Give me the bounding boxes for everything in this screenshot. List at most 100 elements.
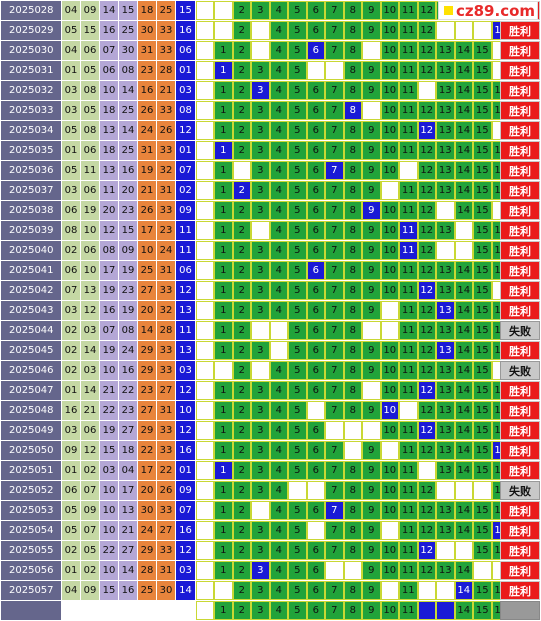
- trend-number-cell[interactable]: 11: [399, 61, 418, 80]
- trend-number-cell[interactable]: 2: [232, 461, 251, 480]
- trend-number-cell[interactable]: 5: [288, 41, 307, 60]
- trend-number-cell[interactable]: 7: [325, 81, 344, 100]
- trend-number-cell[interactable]: 4: [269, 241, 288, 260]
- trend-number-cell[interactable]: 11: [399, 341, 418, 360]
- trend-number-cell[interactable]: 3: [251, 401, 270, 420]
- trend-number-cell[interactable]: 7: [325, 361, 344, 380]
- trend-number-cell[interactable]: 7: [325, 401, 344, 420]
- trend-number-cell[interactable]: 8: [343, 201, 362, 220]
- trend-empty-cell[interactable]: [454, 541, 473, 560]
- trend-empty-cell[interactable]: [288, 481, 307, 500]
- trend-number-cell[interactable]: 12: [417, 201, 436, 220]
- trend-number-cell[interactable]: 5: [288, 441, 307, 460]
- trend-hit-cell[interactable]: 9: [362, 201, 381, 220]
- trend-number-cell[interactable]: 6: [306, 141, 325, 160]
- trend-number-cell[interactable]: 6: [306, 501, 325, 520]
- trend-number-cell[interactable]: 2: [232, 21, 251, 40]
- trend-number-cell[interactable]: 14: [454, 261, 473, 280]
- trend-number-cell[interactable]: 2: [232, 221, 251, 240]
- trend-number-cell[interactable]: 12: [417, 261, 436, 280]
- trend-number-cell[interactable]: 2: [232, 561, 251, 580]
- trend-empty-cell[interactable]: [380, 441, 399, 460]
- trend-number-cell[interactable]: 5: [288, 341, 307, 360]
- trend-number-cell[interactable]: 13: [436, 61, 455, 80]
- trend-number-cell[interactable]: 15: [473, 261, 492, 280]
- trend-number-cell[interactable]: 4: [269, 481, 288, 500]
- trend-number-cell[interactable]: 12: [417, 321, 436, 340]
- trend-number-cell[interactable]: 4: [269, 61, 288, 80]
- trend-empty-cell[interactable]: [306, 401, 325, 420]
- trend-hit-cell[interactable]: 7: [325, 161, 344, 180]
- trend-number-cell[interactable]: 12: [417, 341, 436, 360]
- trend-number-cell[interactable]: 5: [288, 201, 307, 220]
- trend-number-cell[interactable]: 2: [232, 481, 251, 500]
- trend-number-cell[interactable]: 8: [343, 501, 362, 520]
- trend-number-cell[interactable]: 9: [362, 361, 381, 380]
- trend-number-cell[interactable]: 8: [343, 601, 362, 620]
- trend-number-cell[interactable]: 9: [362, 521, 381, 540]
- trend-empty-cell[interactable]: [251, 41, 270, 60]
- trend-number-cell[interactable]: 9: [362, 21, 381, 40]
- trend-number-cell[interactable]: 2: [232, 521, 251, 540]
- trend-number-cell[interactable]: 4: [269, 361, 288, 380]
- trend-number-cell[interactable]: 5: [288, 161, 307, 180]
- trend-number-cell[interactable]: 9: [362, 541, 381, 560]
- trend-number-cell[interactable]: 3: [251, 281, 270, 300]
- trend-number-cell[interactable]: 3: [251, 61, 270, 80]
- trend-number-cell[interactable]: 6: [306, 1, 325, 20]
- trend-number-cell[interactable]: 6: [306, 181, 325, 200]
- trend-number-cell[interactable]: 5: [288, 1, 307, 20]
- trend-number-cell[interactable]: 5: [288, 501, 307, 520]
- trend-empty-cell[interactable]: [251, 21, 270, 40]
- trend-empty-cell[interactable]: [362, 421, 381, 440]
- trend-empty-cell[interactable]: [306, 481, 325, 500]
- trend-empty-cell[interactable]: [325, 561, 344, 580]
- trend-number-cell[interactable]: 11: [399, 81, 418, 100]
- trend-number-cell[interactable]: 10: [380, 101, 399, 120]
- trend-number-cell[interactable]: 10: [380, 561, 399, 580]
- trend-number-cell[interactable]: 4: [269, 441, 288, 460]
- trend-hit-cell[interactable]: 12: [417, 121, 436, 140]
- trend-number-cell[interactable]: 6: [306, 461, 325, 480]
- trend-empty-cell[interactable]: [362, 41, 381, 60]
- trend-empty-cell[interactable]: [380, 301, 399, 320]
- trend-number-cell[interactable]: 15: [473, 321, 492, 340]
- trend-number-cell[interactable]: 9: [362, 121, 381, 140]
- trend-number-cell[interactable]: 2: [232, 381, 251, 400]
- trend-number-cell[interactable]: 10: [380, 81, 399, 100]
- trend-number-cell[interactable]: 11: [399, 561, 418, 580]
- trend-number-cell[interactable]: 5: [288, 241, 307, 260]
- trend-number-cell[interactable]: 8: [343, 161, 362, 180]
- trend-number-cell[interactable]: 2: [232, 421, 251, 440]
- trend-hit-cell[interactable]: 1: [214, 61, 233, 80]
- trend-number-cell[interactable]: 5: [288, 21, 307, 40]
- trend-number-cell[interactable]: 7: [325, 121, 344, 140]
- trend-hit-cell[interactable]: [436, 601, 455, 620]
- trend-number-cell[interactable]: 15: [473, 501, 492, 520]
- trend-empty-cell[interactable]: [473, 21, 492, 40]
- trend-number-cell[interactable]: 7: [325, 321, 344, 340]
- trend-number-cell[interactable]: 3: [251, 181, 270, 200]
- trend-number-cell[interactable]: 12: [417, 301, 436, 320]
- trend-number-cell[interactable]: 10: [380, 261, 399, 280]
- trend-number-cell[interactable]: 8: [343, 481, 362, 500]
- trend-number-cell[interactable]: 1: [214, 261, 233, 280]
- trend-number-cell[interactable]: 15: [473, 81, 492, 100]
- trend-number-cell[interactable]: 4: [269, 501, 288, 520]
- trend-number-cell[interactable]: 6: [306, 561, 325, 580]
- trend-number-cell[interactable]: 4: [269, 381, 288, 400]
- trend-number-cell[interactable]: 13: [436, 181, 455, 200]
- trend-number-cell[interactable]: 2: [232, 41, 251, 60]
- trend-number-cell[interactable]: 4: [269, 421, 288, 440]
- trend-number-cell[interactable]: 10: [380, 501, 399, 520]
- trend-number-cell[interactable]: 4: [269, 221, 288, 240]
- trend-number-cell[interactable]: 15: [473, 381, 492, 400]
- trend-number-cell[interactable]: 14: [454, 521, 473, 540]
- trend-number-cell[interactable]: 13: [436, 261, 455, 280]
- trend-number-cell[interactable]: 6: [306, 541, 325, 560]
- trend-number-cell[interactable]: 3: [251, 521, 270, 540]
- trend-number-cell[interactable]: 14: [454, 341, 473, 360]
- trend-number-cell[interactable]: 4: [269, 101, 288, 120]
- trend-number-cell[interactable]: 5: [288, 181, 307, 200]
- trend-number-cell[interactable]: 1: [214, 321, 233, 340]
